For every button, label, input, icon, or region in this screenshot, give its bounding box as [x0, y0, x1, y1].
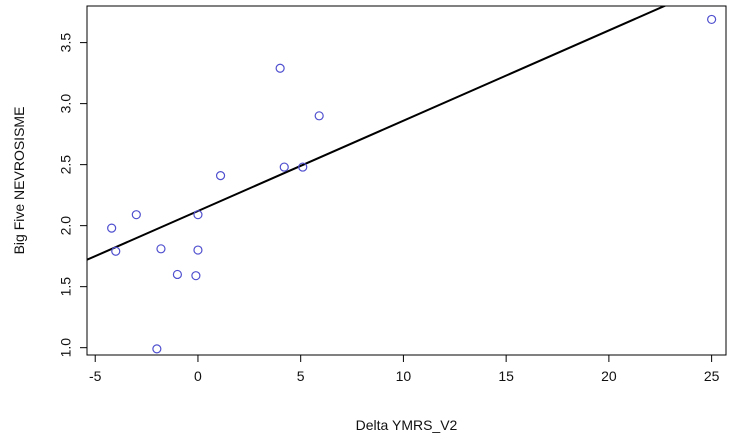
y-axis-title: Big Five NEVROSISME — [11, 107, 27, 255]
data-point-1 — [111, 246, 121, 256]
y-tick-label-5: 3.5 — [58, 33, 74, 53]
data-point-4 — [156, 244, 166, 254]
data-point-0 — [107, 223, 117, 233]
data-point-6 — [191, 271, 201, 281]
data-point-12 — [298, 162, 308, 172]
y-tick-label-4: 3.0 — [58, 94, 74, 114]
data-point-10 — [275, 63, 285, 73]
data-point-3 — [152, 344, 162, 354]
data-point-5 — [172, 269, 183, 280]
data-point-14 — [707, 14, 717, 25]
plot-frame — [86, 5, 727, 356]
regression-line — [87, 6, 667, 261]
data-point-11 — [279, 162, 289, 172]
x-tick-label-1: 0 — [194, 368, 202, 384]
data-point-13 — [314, 111, 324, 121]
x-tick-label-0: -5 — [89, 368, 102, 384]
x-tick-label-2: 5 — [297, 368, 305, 384]
y-tick-label-0: 1.0 — [58, 338, 74, 358]
x-tick-label-4: 15 — [498, 368, 514, 384]
data-point-8 — [193, 245, 203, 255]
x-tick-label-5: 20 — [601, 368, 617, 384]
x-tick-label-6: 25 — [704, 368, 720, 384]
data-point-7 — [193, 210, 203, 220]
y-tick-label-3: 2.5 — [58, 155, 74, 175]
plot-area: -5 0 5 10 15 20 25 1.0 1.5 2.0 2.5 3.0 3.5 — [58, 5, 727, 384]
data-point-2 — [131, 210, 141, 220]
y-tick-label-1: 1.5 — [58, 277, 74, 297]
data-point-9 — [215, 171, 226, 181]
x-axis-title: Delta YMRS_V2 — [356, 417, 458, 433]
x-tick-label-3: 10 — [396, 368, 412, 384]
y-tick-label-2: 2.0 — [58, 216, 74, 236]
